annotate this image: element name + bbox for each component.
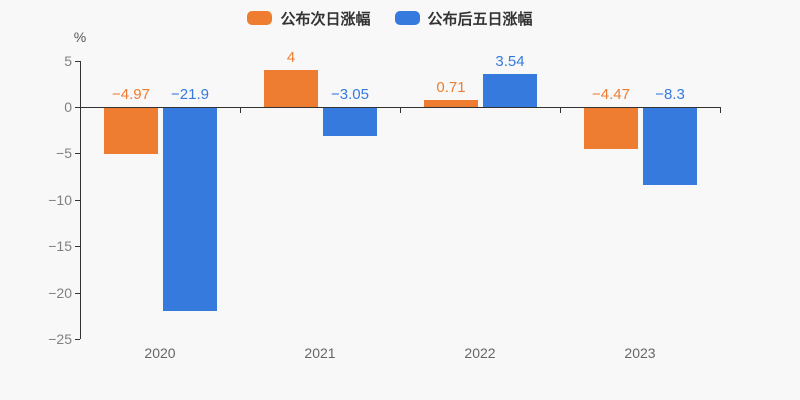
y-axis-tick <box>75 293 80 294</box>
x-axis-tick <box>240 108 241 113</box>
bar-公布后五日涨幅-2023[interactable] <box>643 108 697 185</box>
x-axis-tick <box>400 108 401 113</box>
y-axis-tick-label: −5 <box>56 145 72 161</box>
legend-marker-icon <box>247 11 273 25</box>
x-axis-tick <box>720 108 721 113</box>
x-axis-category-label: 2020 <box>144 345 176 361</box>
x-axis-category-label: 2022 <box>464 345 496 361</box>
chart-legend: 公布次日涨幅 公布后五日涨幅 <box>0 6 780 30</box>
y-axis-tick <box>75 153 80 154</box>
y-axis-tick <box>75 107 80 108</box>
bar-value-label: −21.9 <box>171 86 209 103</box>
bar-公布次日涨幅-2020[interactable] <box>104 108 158 154</box>
y-axis-tick-label: 5 <box>64 53 72 69</box>
bar-公布后五日涨幅-2022[interactable] <box>483 74 537 107</box>
bar-value-label: 0.71 <box>436 79 466 96</box>
y-axis-tick-label: −25 <box>48 331 72 347</box>
bar-value-label: 4 <box>286 49 296 66</box>
legend-item-label: 公布次日涨幅 <box>280 10 371 28</box>
y-axis-unit-label: % <box>73 29 87 45</box>
y-axis-line <box>80 61 81 339</box>
x-axis-category-label: 2023 <box>624 345 656 361</box>
x-axis-tick <box>560 108 561 113</box>
y-axis-tick-label: −10 <box>48 192 72 208</box>
bar-value-label: −3.05 <box>331 86 369 103</box>
y-axis-tick <box>75 200 80 201</box>
y-axis-tick-label: 0 <box>64 99 72 115</box>
y-axis-tick-label: −20 <box>48 285 72 301</box>
x-axis-line <box>80 107 721 108</box>
bar-公布次日涨幅-2022[interactable] <box>424 100 478 107</box>
y-axis-tick-label: −15 <box>48 238 72 254</box>
bar-公布后五日涨幅-2021[interactable] <box>323 108 377 136</box>
x-axis-category-label: 2021 <box>304 345 336 361</box>
legend-marker-icon <box>394 11 420 25</box>
bar-公布次日涨幅-2021[interactable] <box>264 70 318 107</box>
bar-value-label: −4.97 <box>112 86 150 103</box>
y-axis-tick <box>75 339 80 340</box>
legend-item-公布后五日涨幅[interactable]: 公布后五日涨幅 <box>394 8 533 29</box>
bar-value-label: −4.47 <box>592 86 630 103</box>
bar-公布后五日涨幅-2020[interactable] <box>163 108 217 311</box>
bar-value-label: 3.54 <box>495 53 525 70</box>
y-axis-tick <box>75 61 80 62</box>
bar-公布次日涨幅-2023[interactable] <box>584 108 638 149</box>
legend-item-label: 公布后五日涨幅 <box>427 10 533 28</box>
y-axis-tick <box>75 246 80 247</box>
legend-item-公布次日涨幅[interactable]: 公布次日涨幅 <box>247 8 371 29</box>
bar-value-label: −8.3 <box>655 86 685 103</box>
